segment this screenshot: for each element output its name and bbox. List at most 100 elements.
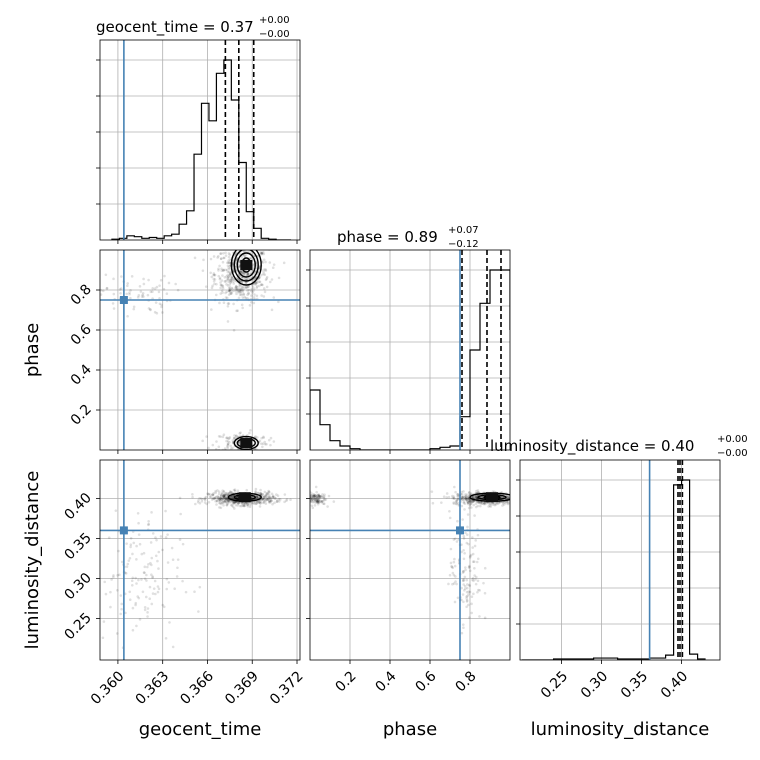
panel-phase-luminosity-distance-sample-536 <box>452 496 456 500</box>
panel-geocent-time-phase-sample-314 <box>270 308 274 312</box>
panel-geocent-time-luminosity-distance-sample-685 <box>145 579 148 582</box>
panel-geocent-time-phase-sample-565 <box>271 266 275 269</box>
panel-geocent-time-luminosity-distance-sample-692 <box>143 565 147 569</box>
panel-geocent-time-phase-sample-641 <box>269 443 272 447</box>
panel-geocent-time-phase-sample-25 <box>236 244 239 247</box>
panel-geocent-time-luminosity-distance-sample-721 <box>146 607 150 610</box>
panel-phase-luminosity-distance-sample-282 <box>463 496 467 499</box>
panel-geocent-time-phase-sample-515 <box>237 289 240 292</box>
panel-phase-luminosity-distance-sample-702 <box>469 502 473 505</box>
panel-geocent-time-phase-sample-108 <box>236 290 240 293</box>
panel-geocent-time-phase-sample-387 <box>227 252 231 255</box>
panel-geocent-time-luminosity-distance-sample-768 <box>131 606 135 610</box>
panel-geocent-time-phase-sample-185 <box>270 278 274 281</box>
panel-geocent-time-luminosity-distance-sample-112 <box>236 501 240 505</box>
panel-phase-luminosity-distance-sample-471 <box>460 496 464 499</box>
panel-phase-luminosity-distance-sample-297 <box>483 501 486 505</box>
panel-geocent-time-phase-sample-538 <box>282 261 286 265</box>
panel-phase-luminosity-distance-sample-718 <box>476 579 480 583</box>
x-axis-label-luminosity-distance: luminosity_distance <box>531 719 710 740</box>
panel-geocent-time-luminosity-distance-sample-660 <box>181 542 185 546</box>
panel-geocent-time-luminosity-distance-sample-141 <box>228 490 232 493</box>
panel-phase-luminosity-distance-sample-778 <box>447 582 450 586</box>
panel-phase-luminosity-distance-sample-646 <box>317 494 321 497</box>
panel-geocent-time-phase-sample-82 <box>234 285 238 288</box>
panel-geocent-time-luminosity-distance-sample-618 <box>213 496 217 500</box>
panel-phase-luminosity-distance-sample-682 <box>461 518 464 521</box>
panel-phase-luminosity-distance-sample-674 <box>465 541 469 545</box>
panel-geocent-time-phase-sample-259 <box>228 272 232 276</box>
panel-geocent-time-phase-sample-812 <box>165 292 169 296</box>
panel-phase-luminosity-distance-sample-794 <box>462 626 465 630</box>
panel-geocent-time-luminosity-distance-sample-282 <box>225 497 228 501</box>
panel-geocent-time-luminosity-distance-sample-35 <box>244 502 247 505</box>
panel-phase-luminosity-distance-sample-42 <box>455 499 458 502</box>
panel-phase-luminosity-distance-sample-707 <box>463 588 466 592</box>
panel-phase-luminosity-distance-sample-555 <box>311 506 315 510</box>
panel-phase-luminosity-distance-sample-615 <box>312 498 315 502</box>
title-geocent-time: geocent_time = 0.37 <box>96 18 254 37</box>
panel-geocent-time-phase-sample-556 <box>231 275 234 279</box>
panel-phase-luminosity-distance-sample-753 <box>461 593 465 596</box>
panel-geocent-time-phase-sample-807 <box>100 293 103 296</box>
panel-phase-luminosity-distance-sample-689 <box>462 557 466 561</box>
panel-geocent-time-phase-sample-781 <box>142 277 145 281</box>
panel-geocent-time-phase-sample-587 <box>235 251 238 254</box>
panel-phase-luminosity-distance-sample-450 <box>456 492 459 496</box>
panel-geocent-time-phase-sample-145 <box>236 287 240 291</box>
panel-geocent-time-luminosity-distance-sample-561 <box>276 494 280 497</box>
panel-geocent-time-phase-sample-472 <box>261 283 264 287</box>
panel-geocent-time-luminosity-distance-sample-597 <box>232 501 236 505</box>
panel-geocent-time-luminosity-distance-sample-709 <box>104 592 108 596</box>
panel-geocent-time-phase-sample-536 <box>229 241 232 244</box>
panel-geocent-time-luminosity-distance-sample-728 <box>128 590 132 594</box>
panel-phase-luminosity-distance-sample-644 <box>315 490 318 494</box>
panel-phase-luminosity-distance-sample-779 <box>468 616 471 619</box>
panel-phase-luminosity-distance-sample-418 <box>512 497 515 500</box>
panel-phase-luminosity-distance-sample-268 <box>474 495 478 498</box>
panel-phase-luminosity-distance-sample-427 <box>511 499 514 502</box>
panel-geocent-time-phase-sample-348 <box>234 288 238 292</box>
xtick-label-geocent-time-1: 0.363 <box>133 668 173 708</box>
panel-geocent-time-luminosity-distance-sample-609 <box>270 492 274 496</box>
panel-geocent-time-phase-sample-631 <box>229 444 233 448</box>
panel-geocent-time-luminosity-distance-sample-9 <box>204 495 208 499</box>
panel-phase-luminosity-distance-sample-757 <box>468 590 472 594</box>
panel-geocent-time-luminosity-distance-sample-798 <box>164 636 168 640</box>
panel-phase-luminosity-distance-sample-688 <box>451 566 455 570</box>
panel-geocent-time-phase-sample-38 <box>224 251 227 255</box>
panel-geocent-time-phase-sample-79 <box>268 280 272 284</box>
panel-geocent-time-luminosity-distance-sample-494 <box>222 494 226 497</box>
panel-phase-luminosity-distance-sample-315 <box>460 504 464 508</box>
panel-phase-luminosity-distance-sample-647 <box>302 498 305 501</box>
panel-geocent-time-phase-sample-414 <box>260 294 263 297</box>
panel-geocent-time-phase-sample-796 <box>174 282 177 286</box>
panel-phase-luminosity-distance-sample-613 <box>304 496 307 499</box>
panel-geocent-time-luminosity-distance-sample-372 <box>264 502 268 505</box>
panel-phase-luminosity-distance-sample-529 <box>460 492 464 496</box>
panel-geocent-time-luminosity-distance-sample-318 <box>201 497 204 501</box>
panel-phase-luminosity-distance-sample-696 <box>463 584 467 588</box>
panel-phase-luminosity-distance-sample-95 <box>477 500 480 504</box>
panel-geocent-time-phase-sample-383 <box>228 272 232 276</box>
panel-phase-luminosity-distance-sample-254 <box>474 505 478 509</box>
panel-phase-luminosity-distance-sample-479 <box>506 500 510 503</box>
panel-geocent-time-luminosity-distance-sample-127 <box>208 495 212 499</box>
panel-geocent-time-phase-sample-549 <box>252 279 255 282</box>
panel-phase-luminosity-distance-sample-612 <box>320 501 324 504</box>
panel-geocent-time-phase-sample-415 <box>235 243 238 246</box>
panel-geocent-time-luminosity-distance-sample-762 <box>132 541 136 545</box>
panel-geocent-time-phase-sample-656 <box>255 436 259 439</box>
panel-geocent-time-phase-sample-667 <box>225 439 228 443</box>
panel-geocent-time-luminosity-distance-sample-64 <box>226 492 230 495</box>
panel-geocent-time-phase-sample-601 <box>262 436 265 440</box>
panel-geocent-time-phase-sample-35 <box>226 284 230 287</box>
panel-phase-luminosity-distance-sample-701 <box>471 546 474 549</box>
panel-geocent-time-luminosity-distance-sample-198 <box>259 502 262 505</box>
ytick-label-luminosity-distance-2: 0.35 <box>61 530 94 563</box>
hist-phase-frame <box>309 249 511 451</box>
panel-geocent-time-phase-sample-813 <box>111 302 115 305</box>
panel-geocent-time-luminosity-distance-frame <box>99 459 301 661</box>
panel-phase-luminosity-distance-sample-201 <box>474 502 478 505</box>
panel-geocent-time-luminosity-distance-sample-246 <box>270 499 273 503</box>
